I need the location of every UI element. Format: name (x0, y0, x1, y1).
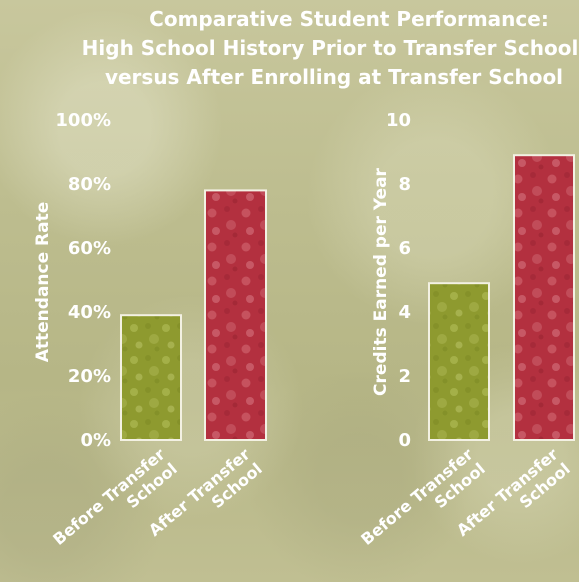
bar-before-transfer (428, 282, 490, 442)
y-tick-label: 6 (398, 238, 411, 259)
chart-title-line-1: Comparative Student Performance: (149, 7, 549, 31)
y-tick-label: 2 (398, 366, 411, 387)
y-tick-label: 0 (398, 430, 411, 451)
bar-after-transfer (204, 189, 267, 441)
y-tick-label: 40% (68, 302, 111, 323)
y-tick-label: 8 (398, 174, 411, 195)
y-axis-label: Attendance Rate (33, 202, 53, 363)
y-axis-label: Credits Earned per Year (371, 167, 391, 395)
y-tick-label: 10 (386, 110, 411, 131)
y-tick-label: 4 (398, 302, 411, 323)
bar-before-transfer (120, 314, 182, 442)
y-tick-label: 0% (80, 430, 111, 451)
bar-after-transfer (513, 154, 575, 441)
credits-chart: 0 2 4 6 8 10 Credits Earned per Year Before Tra… (357, 110, 575, 563)
y-tick-label: 20% (68, 366, 111, 387)
category-label-before-transfer: Before TransferSchool (357, 444, 489, 563)
category-label-before-transfer: Before TransferSchool (49, 444, 181, 563)
y-tick-label: 100% (55, 110, 111, 131)
chart-title: Comparative Student Performance: High Sc… (82, 7, 579, 89)
y-tick-label: 80% (68, 174, 111, 195)
attendance-chart: 0% 20% 40% 60% 80% 100% Attendance Rate Before … (33, 110, 267, 563)
y-tick-label: 60% (68, 238, 111, 259)
chart-title-line-2: High School History Prior to Transfer Sc… (82, 36, 579, 60)
chart-title-line-3: versus After Enrolling at Transfer Schoo… (105, 65, 563, 89)
